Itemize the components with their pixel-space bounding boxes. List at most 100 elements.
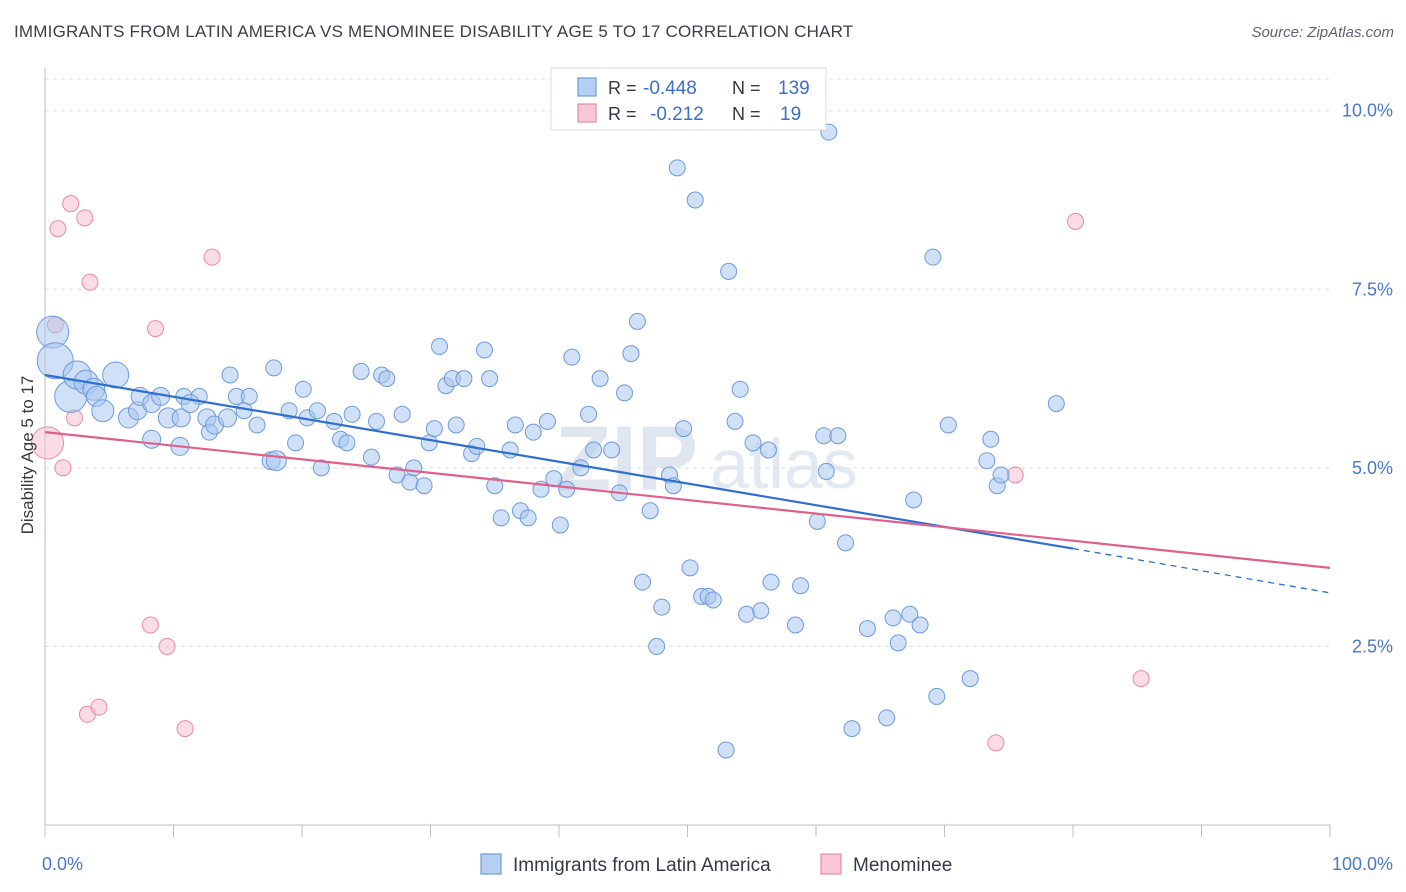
latin-america-point-45: [368, 412, 386, 430]
latin-america-point-51: [405, 459, 423, 477]
y-tick-label-0: 2.5%: [1352, 636, 1393, 656]
latin-america-point-59: [455, 370, 473, 388]
menominee-point-15: [987, 734, 1005, 752]
latin-america-point-95: [686, 191, 704, 209]
chart-title: IMMIGRANTS FROM LATIN AMERICA VS MENOMIN…: [14, 22, 854, 41]
latin-america-points: [36, 123, 1065, 759]
bottom-legend-label-2: Menominee: [853, 855, 952, 876]
legend-n-label-2: N =: [732, 104, 761, 124]
latin-america-point-31: [265, 450, 287, 472]
latin-america-point-132: [1047, 395, 1065, 413]
latin-america-point-107: [762, 573, 780, 591]
latin-america-point-89: [653, 598, 671, 616]
latin-america-point-123: [911, 616, 929, 634]
latin-america-point-24: [217, 408, 237, 428]
bottom-legend-swatch-pink: [820, 853, 842, 875]
menominee-point-9: [90, 698, 108, 716]
latin-america-point-72: [538, 412, 556, 430]
latin-america-point-29: [248, 416, 266, 434]
latin-america-point-129: [982, 430, 1000, 448]
source-label: Source: ZipAtlas.com: [1251, 24, 1394, 41]
latin-america-point-78: [580, 405, 598, 423]
bottom-legend-label-1: Immigrants from Latin America: [513, 855, 771, 876]
latin-america-point-47: [378, 370, 396, 388]
latin-america-point-20: [180, 394, 200, 414]
latin-america-point-101: [726, 412, 744, 430]
latin-america-point-27: [235, 402, 253, 420]
latin-america-point-98: [704, 591, 722, 609]
legend-n-label-1: N =: [732, 78, 761, 98]
latin-america-point-54: [425, 420, 443, 438]
latin-america-point-73: [545, 470, 563, 488]
latin-america-point-8: [91, 399, 115, 423]
menominee-point-13: [176, 720, 194, 738]
latin-america-point-122: [905, 491, 923, 509]
latin-america-point-64: [486, 477, 504, 495]
latin-america-point-25: [221, 366, 239, 384]
latin-america-point-55: [430, 337, 448, 355]
series-legend: Immigrants from Latin America Menominee: [480, 853, 952, 876]
watermark: ZIP atlas: [555, 408, 858, 510]
latin-america-point-37: [308, 402, 326, 420]
latin-america-point-48: [388, 466, 406, 484]
latin-america-point-109: [792, 577, 810, 595]
legend-r-value-1: -0.448: [643, 78, 697, 99]
latin-america-point-67: [506, 416, 524, 434]
latin-america-point-86: [634, 573, 652, 591]
latin-america-point-110: [808, 512, 826, 530]
latin-america-point-125: [928, 687, 946, 705]
latin-america-point-120: [889, 634, 907, 652]
latin-america-point-80: [591, 370, 609, 388]
latin-america-point-108: [786, 616, 804, 634]
latin-america-point-7: [102, 361, 130, 389]
latin-america-point-58: [447, 416, 465, 434]
latin-america-point-81: [603, 441, 621, 459]
latin-america-point-69: [519, 509, 537, 527]
latin-america-point-103: [738, 605, 756, 623]
y-axis-title: Disability Age 5 to 17: [18, 376, 37, 535]
latin-america-point-15: [171, 408, 191, 428]
latin-america-point-83: [616, 384, 634, 402]
latin-america-point-124: [924, 248, 942, 266]
correlation-legend: R = -0.448 N = 139 R = -0.212 N = 19: [550, 67, 827, 131]
latin-america-point-50: [401, 473, 419, 491]
latin-america-point-119: [884, 609, 902, 627]
latin-america-point-41: [338, 434, 356, 452]
menominee-points: [31, 195, 1150, 752]
latin-america-trend-line: [44, 373, 1074, 550]
latin-america-point-118: [878, 709, 896, 727]
latin-america-point-106: [759, 441, 777, 459]
latin-america-point-74: [551, 516, 569, 534]
latin-america-point-131: [992, 466, 1010, 484]
latin-america-point-79: [585, 441, 603, 459]
latin-america-point-62: [475, 341, 493, 359]
latin-america-point-99: [717, 741, 735, 759]
latin-america-point-75: [558, 480, 576, 498]
latin-america-point-53: [420, 434, 438, 452]
latin-america-point-105: [752, 602, 770, 620]
latin-america-point-93: [675, 420, 693, 438]
latin-america-point-38: [312, 459, 330, 477]
latin-america-point-112: [817, 462, 835, 480]
latin-america-point-42: [343, 405, 361, 423]
menominee-trend-line: [44, 431, 1331, 569]
latin-america-point-39: [325, 412, 343, 430]
latin-america-point-102: [731, 380, 749, 398]
latin-america-point-34: [287, 434, 305, 452]
latin-america-point-100: [720, 262, 738, 280]
latin-america-point-111: [815, 427, 833, 445]
latin-america-point-115: [837, 534, 855, 552]
x-tick-label-max: 100.0%: [1332, 854, 1393, 874]
latin-america-point-70: [524, 423, 542, 441]
latin-america-point-35: [294, 380, 312, 398]
legend-swatch-pink: [577, 103, 597, 123]
latin-america-point-43: [352, 362, 370, 380]
y-tick-labels: 2.5% 5.0% 7.5% 10.0%: [1342, 101, 1393, 657]
latin-america-point-94: [681, 559, 699, 577]
menominee-point-14: [203, 248, 221, 266]
latin-america-point-77: [572, 459, 590, 477]
menominee-point-3: [54, 459, 72, 477]
latin-america-point-32: [265, 359, 283, 377]
latin-america-point-88: [648, 637, 666, 655]
